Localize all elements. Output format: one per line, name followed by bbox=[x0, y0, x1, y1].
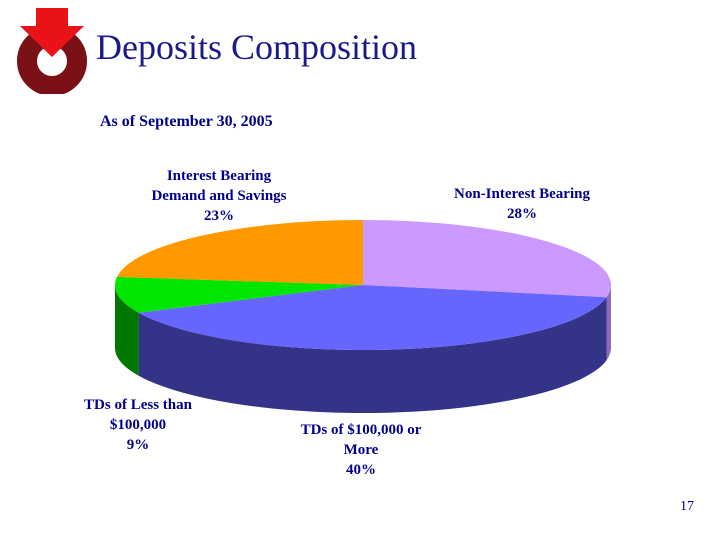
callout-line: Demand and Savings bbox=[151, 188, 287, 204]
pie-slice-side-tds-of-100-000-or-more bbox=[138, 297, 607, 414]
logo-down-arrow-icon bbox=[20, 8, 84, 57]
callout-percent: 40% bbox=[346, 462, 376, 478]
company-logo bbox=[17, 8, 87, 94]
pie-slice-tds-of-less-than-100-000 bbox=[115, 276, 364, 313]
slide-title: Deposits Composition bbox=[96, 27, 418, 67]
callout-line: More bbox=[343, 442, 379, 458]
callout-line: TDs of $100,000 or bbox=[300, 422, 422, 438]
callout-percent: 23% bbox=[204, 208, 234, 224]
label-non-interest-bearing: Non-Interest Bearing 28% bbox=[412, 184, 632, 224]
label-interest-bearing-demand-and-savings: Interest Bearing Demand and Savings 23% bbox=[109, 166, 329, 226]
page-number: 17 bbox=[680, 499, 694, 514]
label-tds-of-100000-or-more: TDs of $100,000 or More 40% bbox=[251, 420, 471, 480]
pie-slice-non-interest-bearing bbox=[363, 220, 612, 298]
pie-slice-interest-bearing-demand-and-savings bbox=[117, 220, 363, 285]
pie-slice-tds-of-100-000-or-more bbox=[138, 285, 607, 351]
callout-line: Non-Interest Bearing bbox=[454, 186, 590, 202]
callout-percent: 28% bbox=[507, 206, 537, 222]
label-tds-of-less-than-100000: TDs of Less than $100,000 9% bbox=[28, 395, 248, 455]
pie-slice-side-non-interest-bearing bbox=[606, 285, 611, 361]
callout-line: $100,000 bbox=[109, 417, 167, 433]
callout-percent: 9% bbox=[126, 437, 150, 453]
callout-line: Interest Bearing bbox=[166, 168, 272, 184]
callout-line: TDs of Less than bbox=[84, 397, 192, 413]
pie-slice-side-tds-of-less-than-100-000 bbox=[114, 285, 139, 376]
as-of-date: As of September 30, 2005 bbox=[100, 113, 273, 130]
